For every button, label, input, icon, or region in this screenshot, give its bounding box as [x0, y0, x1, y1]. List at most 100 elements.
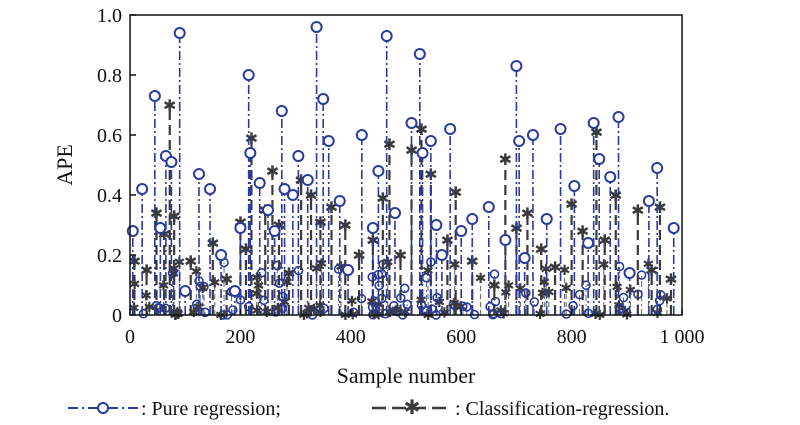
point-pure-regression [482, 201, 495, 213]
point-classification-regression: ✱ [140, 261, 153, 280]
cluster-marker: ✱ [308, 302, 320, 318]
cluster-marker [568, 301, 578, 311]
cluster-marker: ✱ [169, 308, 181, 324]
point-pure-regression [333, 195, 346, 207]
x-axis-ticks: 0 200 400 600 800 1 000 [125, 309, 705, 348]
cluster-marker: ✱ [560, 281, 572, 297]
point-classification-regression: ✱ [405, 141, 418, 160]
point-pure-regression [593, 153, 606, 165]
y-tick-label: 0 [112, 305, 122, 327]
point-pure-regression [416, 147, 429, 159]
point-classification-regression: ✱ [645, 261, 658, 280]
point-pure-regression [278, 183, 291, 195]
point-pure-regression [204, 183, 217, 195]
point-classification-regression: ✱ [339, 216, 352, 235]
point-classification-regression: ✱ [394, 246, 407, 265]
cluster-marker: ✱ [298, 308, 310, 324]
cluster-marker [167, 268, 178, 278]
cluster-marker: ✱ [172, 306, 184, 322]
cluster-marker: ✱ [382, 255, 394, 271]
point-classification-regression: ✱ [609, 186, 622, 205]
y-tick-label: 0.8 [97, 65, 122, 87]
cluster-marker: ✱ [278, 295, 290, 311]
point-classification-regression: ✱ [653, 198, 666, 217]
point-pure-regression [317, 93, 330, 105]
point-pure-regression [179, 285, 192, 297]
cluster-marker [581, 280, 591, 290]
cluster-marker: ✱ [537, 286, 549, 302]
point-pure-regression [165, 156, 178, 168]
point-pure-regression [366, 222, 379, 234]
y-axis-ticks: 0 0.2 0.4 0.6 0.8 1.0 [97, 5, 136, 327]
y-axis-title: APE [52, 144, 77, 186]
cluster-marker: ✱ [391, 303, 403, 319]
point-pure-regression [413, 48, 426, 60]
cluster-marker: ✱ [559, 263, 571, 279]
cluster-marker [561, 309, 572, 319]
cluster-marker: ✱ [422, 264, 434, 280]
data-layer: ✱✱✱✱✱✱✱✱✱✱✱✱✱✱✱✱✱✱✱✱✱✱✱ ✱✱✱✱✱✱✱ ✱✱✱✱ ✱✱✱✱✱✱… [126, 21, 680, 324]
point-pure-regression [372, 165, 385, 177]
point-pure-regression [253, 177, 266, 189]
point-pure-regression [228, 285, 241, 297]
point-pure-regression [301, 174, 314, 186]
cluster-marker [348, 307, 359, 318]
point-pure-regression [234, 222, 247, 234]
point-classification-regression: ✱ [535, 240, 548, 259]
cluster-marker: ✱ [475, 271, 487, 287]
point-classification-regression: ✱ [441, 231, 454, 250]
legend-entry-pure-regression: : Pure regression; [68, 398, 281, 420]
point-pure-regression [322, 135, 335, 147]
point-pure-regression [286, 189, 299, 201]
point-pure-regression [342, 264, 355, 276]
point-pure-regression [268, 225, 281, 237]
cluster-marker: ✱ [495, 304, 507, 320]
point-classification-regression: ✱ [449, 183, 462, 202]
cluster-marker: ✱ [433, 295, 445, 311]
cluster-marker [228, 305, 238, 315]
point-pure-regression [430, 219, 443, 231]
cluster-marker: ✱ [167, 266, 179, 282]
point-classification-regression: ✱ [499, 150, 512, 169]
point-classification-regression: ✱ [167, 207, 180, 226]
point-classification-regression: ✱ [245, 129, 258, 148]
plot-frame [129, 14, 683, 316]
point-pure-regression [193, 168, 205, 180]
cluster-marker: ✱ [346, 294, 358, 310]
x-axis-title: Sample number [337, 363, 476, 388]
cluster-marker: ✱ [129, 277, 141, 293]
point-pure-regression [173, 27, 186, 39]
legend-entry-classification-regression: ✱ : Classification-regression. [372, 395, 669, 420]
cluster-marker: ✱ [619, 304, 631, 320]
cluster-marker: ✱ [144, 300, 156, 316]
cluster-marker [256, 267, 267, 278]
x-tick-label: 200 [225, 326, 255, 348]
point-pure-regression [136, 183, 149, 195]
legend: : Pure regression; ✱ : Classification-re… [68, 395, 669, 420]
point-pure-regression [292, 150, 305, 162]
point-pure-regression [310, 21, 323, 33]
point-pure-regression [215, 249, 228, 261]
point-pure-regression [380, 30, 393, 42]
point-classification-regression: ✱ [565, 195, 578, 214]
cluster-marker [399, 283, 410, 294]
cluster-marker: ✱ [538, 275, 550, 291]
cluster-marker: ✱ [303, 301, 315, 317]
cluster-marker [489, 269, 500, 279]
point-pure-regression [540, 213, 553, 225]
point-pure-regression [244, 147, 257, 159]
cluster-marker: ✱ [422, 308, 434, 324]
point-pure-regression [355, 129, 368, 141]
point-classification-regression: ✱ [150, 204, 163, 223]
point-pure-regression [612, 111, 625, 123]
cluster-marker: ✱ [281, 275, 293, 291]
y-tick-label: 0.6 [97, 125, 122, 147]
point-classification-regression: ✱ [128, 252, 141, 271]
cluster-marker: ✱ [251, 271, 263, 287]
cluster-marker: ✱ [339, 308, 351, 324]
cluster-marker [458, 301, 468, 312]
point-classification-regression: ✱ [304, 186, 317, 205]
point-pure-regression [154, 222, 167, 234]
cluster-marker: ✱ [158, 278, 170, 294]
point-pure-regression [667, 222, 680, 234]
